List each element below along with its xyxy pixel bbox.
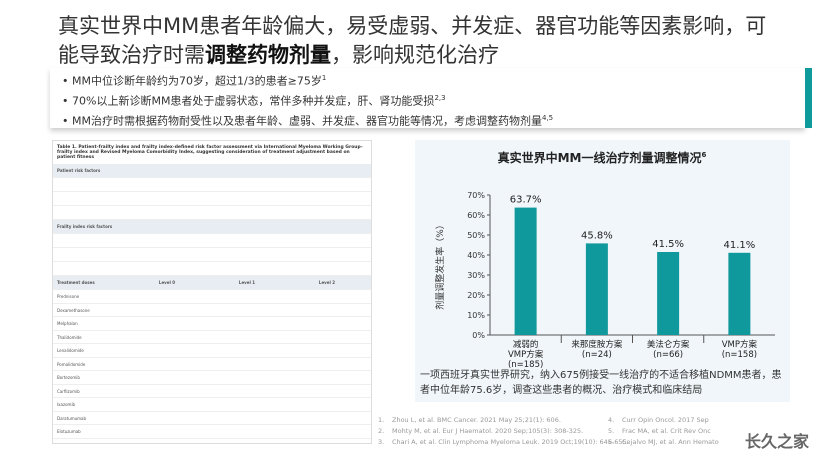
chart-title: 真实世界中MM一线治疗剂量调整情况6: [498, 150, 707, 165]
chart-title-text: 真实世界中MM一线治疗剂量调整情况: [498, 150, 702, 165]
value-label: 41.1%: [723, 240, 755, 251]
y-tick-label: 0%: [472, 331, 485, 340]
table-drug: Ixazomib: [53, 398, 371, 412]
bullet-text: 70%以上新诊断MM患者处于虚弱状态，常伴多种并发症，肝、肾功能受损: [72, 94, 435, 108]
bullet-sup: 1: [321, 74, 327, 82]
ref-num: 3.: [378, 438, 385, 446]
ref-text: Curr Opin Oncol. 2017 Sep: [622, 416, 709, 424]
bullet-sup: 2,3: [434, 94, 446, 102]
table-section: Frailty index risk factors: [53, 220, 371, 234]
table-row: [53, 234, 371, 248]
ref-text: Frac MA, et al. Crit Rev Onc: [622, 427, 711, 435]
value-label: 45.8%: [581, 230, 613, 241]
value-label: 63.7%: [510, 195, 542, 206]
chart: 真实世界中MM一线治疗剂量调整情况6 剂量调整发生率（%） 0% 10% 20% 30% 4…: [434, 150, 775, 370]
chart-title-sup: 6: [702, 151, 707, 159]
table-drug: Melphalan: [53, 317, 371, 331]
table-drug: Dexamethasone: [53, 304, 371, 317]
table-drug: Lenalidomide: [53, 344, 371, 358]
table-level: Level 0: [158, 280, 176, 285]
bullet: • 70%以上新诊断MM患者处于虚弱状态，常伴多种并发症，肝、肾功能受损2,3: [62, 94, 446, 108]
bullet-text: MM中位诊断年龄约为70岁，超过1/3的患者≥75岁: [72, 74, 322, 88]
table-drug: Prednisone: [53, 290, 371, 304]
bullet: • MM中位诊断年龄约为70岁，超过1/3的患者≥75岁1: [62, 74, 327, 88]
table-drug: Carfilzomib: [53, 385, 371, 398]
title-bold: 调整药物剂量: [205, 43, 331, 67]
table-row: [53, 206, 371, 220]
table-drug: Daratumumab: [53, 412, 371, 425]
watermark: 长久之家: [745, 432, 810, 451]
table-caption: Table 1. Patient-frailty index and frail…: [57, 145, 363, 160]
table-row: [53, 178, 371, 192]
table-drug: Panobinostat: [53, 439, 371, 444]
reference: 1. Zhou L, et al. BMC Cancer. 2021 May 25…: [378, 416, 561, 424]
title-part: ，影响规范化治疗: [331, 43, 499, 67]
x-tick-label: 美法仑方案(n=66): [647, 339, 690, 360]
reference: 6. Cejalvo MJ, et al. Ann Hemato: [608, 438, 719, 446]
bar: [514, 207, 537, 335]
value-label: 41.5%: [652, 239, 684, 250]
bullet-text: MM治疗时需根据药物耐受性以及患者年龄、虚弱、并发症、器官功能等情况，考虑调整药…: [72, 114, 542, 128]
x-tick-label: 减弱的 VMP方案(n=185): [508, 339, 544, 370]
reference: 3. Chari A, et al. Clin Lymphoma Myeloma …: [378, 438, 629, 446]
x-tick-label: VMP方案(n=158): [722, 339, 758, 360]
slide-title: 真实世界中MM患者年龄偏大，易受虚弱、并发症、器官功能等因素影响，可能导致治疗时…: [58, 12, 778, 70]
bullet-box: • MM中位诊断年龄约为70岁，超过1/3的患者≥75岁1 • 70%以上新诊断M…: [50, 68, 805, 128]
ref-num: 2.: [378, 427, 385, 435]
bar: [657, 252, 680, 335]
table-drug: Thalidomide: [53, 331, 371, 344]
table-drug: Pomalidomide: [53, 358, 371, 371]
bar: [728, 252, 751, 335]
x-tick-label: 来那度胺方案(n=24): [571, 339, 623, 360]
table-row: [53, 262, 371, 276]
ref-num: 4.: [608, 416, 615, 424]
ref-text: Chari A, et al. Clin Lymphoma Myeloma Le…: [392, 438, 629, 446]
y-tick-label: 40%: [467, 251, 485, 260]
ref-num: 5.: [608, 427, 615, 435]
y-tick-label: 60%: [467, 211, 485, 220]
bullet: • MM治疗时需根据药物耐受性以及患者年龄、虚弱、并发症、器官功能等情况，考虑调…: [62, 114, 554, 128]
chart-footnote: 一项西班牙真实世界研究，纳入675例接受一线治疗的不适合移植NDMM患者，患者中…: [420, 370, 782, 396]
ref-text: Cejalvo MJ, et al. Ann Hemato: [622, 438, 719, 446]
reference: 2. Mohty M, et al. Eur J Haematol. 2020 S…: [378, 427, 583, 435]
table-row: [53, 192, 371, 206]
ref-num: 1.: [378, 416, 385, 424]
table-level: Level 1: [238, 280, 256, 285]
accent-bar: [805, 68, 812, 128]
table-section: Treatment doses: [57, 280, 95, 285]
table-header: Treatment doses Level 0 Level 1 Level 2: [53, 276, 371, 290]
reference: 4. Curr Opin Oncol. 2017 Sep: [608, 416, 709, 424]
y-tick-label: 20%: [467, 291, 485, 300]
table-level: Level 2: [318, 280, 336, 285]
y-axis-label: 剂量调整发生率（%）: [434, 220, 446, 310]
bullet-sup: 4,5: [541, 114, 554, 122]
title-part: 真实世界中MM患者年龄偏大，易受虚弱、并发症、器官功能等因素影响，可能导致治疗时…: [58, 14, 767, 67]
table-drug: Bortezomib: [53, 371, 371, 385]
table-section: Patient risk factors: [53, 164, 371, 178]
ref-text: Zhou L, et al. BMC Cancer. 2021 May 25;2…: [392, 416, 561, 424]
y-tick-label: 70%: [467, 191, 485, 200]
ref-text: Mohty M, et al. Eur J Haematol. 2020 Sep…: [392, 427, 584, 435]
table-row: [53, 248, 371, 262]
y-tick-label: 50%: [467, 231, 485, 240]
bar: [585, 243, 608, 335]
y-tick-label: 10%: [467, 311, 485, 320]
table-drug: Elotuzumab: [53, 425, 371, 439]
table-image: Table 1. Patient-frailty index and frail…: [52, 140, 372, 444]
ref-num: 6.: [608, 438, 615, 446]
y-tick-label: 30%: [467, 271, 485, 280]
reference: 5. Frac MA, et al. Crit Rev Onc: [608, 427, 711, 435]
